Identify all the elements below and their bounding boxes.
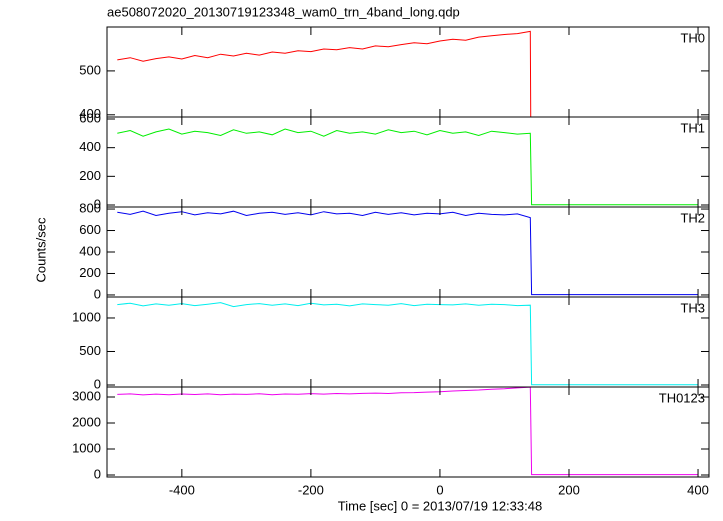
x-axis-label: Time [sec] 0 = 2013/07/19 12:33:48 xyxy=(338,498,542,513)
panel-label: TH2 xyxy=(680,210,705,225)
data-line xyxy=(117,210,698,296)
y-tick-label: 600 xyxy=(79,110,101,125)
panel-frame xyxy=(106,26,710,118)
y-tick-label: 2000 xyxy=(72,414,101,429)
x-tick-label: 200 xyxy=(558,482,580,497)
y-tick-label: 800 xyxy=(79,200,101,215)
y-tick-label: 3000 xyxy=(72,388,101,403)
y-tick-label: 500 xyxy=(79,62,101,77)
chart-title: ae508072020_20130719123348_wam0_trn_4ban… xyxy=(107,4,460,19)
y-tick-label: 0 xyxy=(94,286,101,301)
x-tick-label: 400 xyxy=(687,482,709,497)
y-tick-label: 1000 xyxy=(72,309,101,324)
y-tick-label: 400 xyxy=(79,139,101,154)
panel-frame xyxy=(106,386,710,478)
y-axis-label: Counts/sec xyxy=(33,217,48,283)
panel-label: TH0 xyxy=(680,30,705,45)
y-tick-label: 400 xyxy=(79,106,101,121)
data-line xyxy=(117,128,698,206)
y-tick-label: 400 xyxy=(79,243,101,258)
y-tick-label: 0 xyxy=(94,196,101,211)
data-line xyxy=(117,302,698,386)
x-tick-label: -200 xyxy=(298,482,324,497)
y-tick-label: 0 xyxy=(94,466,101,481)
panel-frame xyxy=(106,206,710,298)
x-tick-label: 0 xyxy=(436,482,443,497)
x-tick-label: -400 xyxy=(169,482,195,497)
data-line xyxy=(117,30,532,117)
y-tick-label: 0 xyxy=(94,376,101,391)
y-tick-label: 200 xyxy=(79,168,101,183)
panel-label: TH1 xyxy=(680,120,705,135)
y-tick-label: 1000 xyxy=(72,440,101,455)
panel-label: TH0123 xyxy=(659,390,705,405)
y-tick-label: 500 xyxy=(79,343,101,358)
y-tick-label: 200 xyxy=(79,265,101,280)
panel-label: TH3 xyxy=(680,300,705,315)
data-line xyxy=(117,387,698,476)
panel-frame xyxy=(106,116,710,208)
y-tick-label: 600 xyxy=(79,222,101,237)
panel-frame xyxy=(106,296,710,388)
